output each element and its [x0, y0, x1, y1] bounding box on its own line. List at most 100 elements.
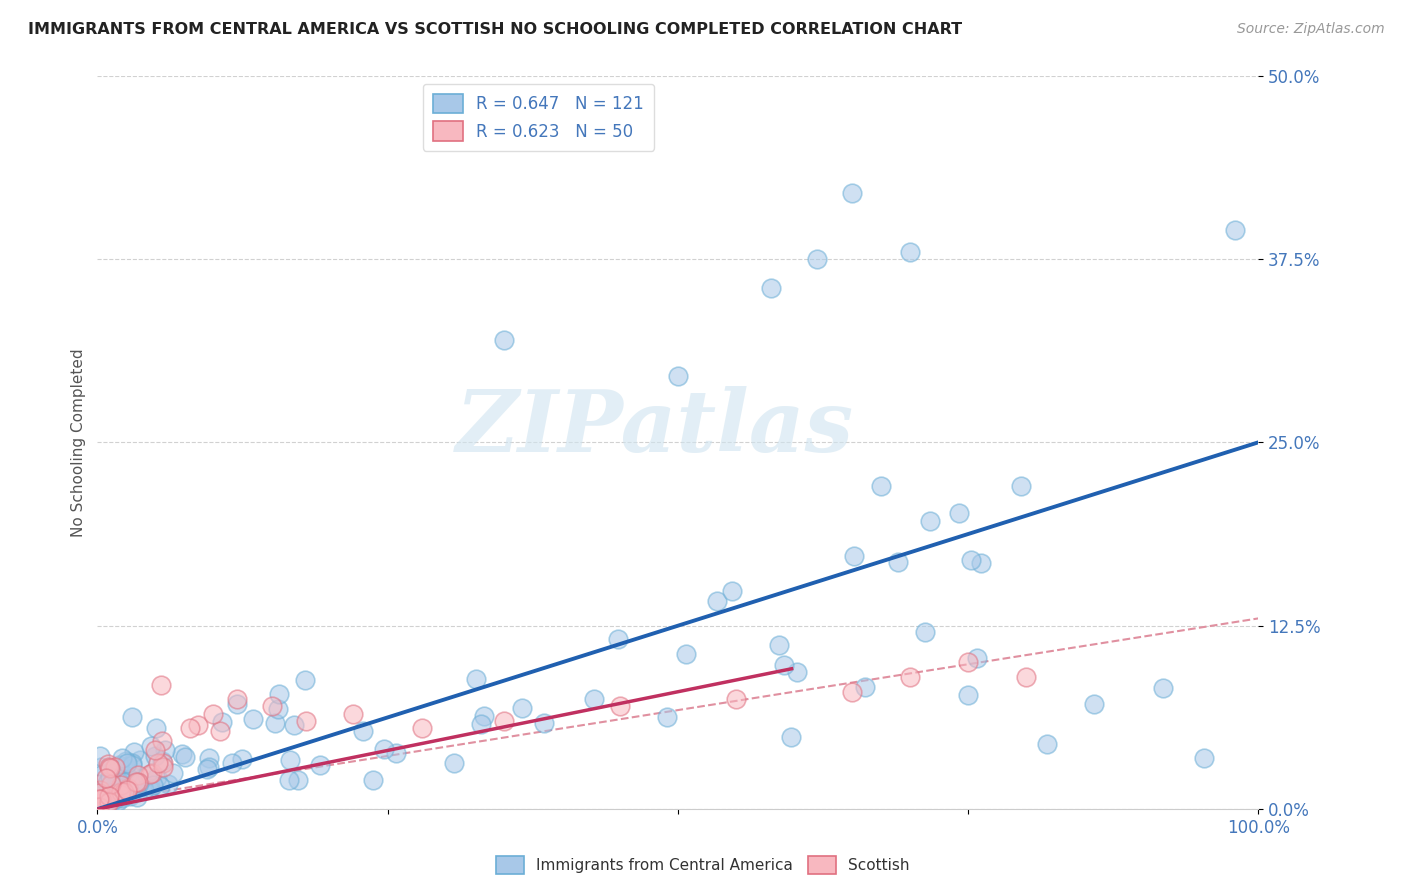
Point — [89, 748, 111, 763]
Point — [127, 774, 149, 789]
Point — [242, 712, 264, 726]
Point — [706, 593, 728, 607]
Point — [112, 775, 135, 789]
Point — [127, 767, 149, 781]
Point — [150, 678, 173, 692]
Point — [1010, 479, 1032, 493]
Point — [117, 781, 139, 796]
Point — [1015, 670, 1038, 684]
Point — [101, 789, 124, 803]
Point — [666, 369, 689, 384]
Point — [98, 797, 121, 812]
Point — [155, 743, 177, 757]
Point — [606, 632, 628, 647]
Point — [97, 797, 120, 812]
Point — [89, 782, 111, 797]
Point — [87, 801, 110, 815]
Point — [295, 714, 318, 728]
Point — [121, 710, 143, 724]
Point — [470, 717, 492, 731]
Point — [1083, 698, 1105, 712]
Point — [957, 656, 980, 670]
Point — [768, 638, 790, 652]
Point — [510, 701, 533, 715]
Point — [115, 769, 138, 783]
Point — [97, 795, 120, 809]
Point — [887, 555, 910, 569]
Point — [87, 777, 110, 791]
Point — [89, 768, 111, 782]
Point — [115, 755, 138, 769]
Point — [231, 752, 253, 766]
Point — [195, 762, 218, 776]
Point — [110, 785, 132, 799]
Point — [150, 754, 173, 768]
Point — [443, 756, 465, 771]
Point — [104, 765, 127, 780]
Point — [124, 745, 146, 759]
Point — [108, 787, 131, 801]
Legend: R = 0.647   N = 121, R = 0.623   N = 50: R = 0.647 N = 121, R = 0.623 N = 50 — [423, 84, 654, 151]
Point — [918, 514, 941, 528]
Point — [112, 786, 135, 800]
Point — [278, 772, 301, 787]
Point — [118, 782, 141, 797]
Point — [152, 756, 174, 770]
Point — [108, 774, 131, 789]
Point — [94, 790, 117, 805]
Point — [114, 760, 136, 774]
Point — [87, 800, 110, 814]
Point — [139, 781, 162, 796]
Point — [97, 794, 120, 808]
Point — [101, 762, 124, 776]
Point — [145, 721, 167, 735]
Point — [759, 281, 782, 295]
Point — [121, 757, 143, 772]
Point — [492, 333, 515, 347]
Point — [89, 792, 111, 806]
Point — [90, 784, 112, 798]
Text: IMMIGRANTS FROM CENTRAL AMERICA VS SCOTTISH NO SCHOOLING COMPLETED CORRELATION C: IMMIGRANTS FROM CENTRAL AMERICA VS SCOTT… — [28, 22, 962, 37]
Point — [779, 731, 801, 745]
Point — [267, 702, 290, 716]
Point — [118, 789, 141, 803]
Point — [97, 757, 120, 772]
Point — [146, 756, 169, 771]
Point — [609, 699, 631, 714]
Point — [948, 506, 970, 520]
Point — [225, 692, 247, 706]
Point — [724, 692, 747, 706]
Point — [198, 750, 221, 764]
Point — [146, 770, 169, 784]
Point — [107, 795, 129, 809]
Point — [143, 748, 166, 763]
Point — [202, 706, 225, 721]
Point — [853, 681, 876, 695]
Point — [411, 722, 433, 736]
Point — [121, 756, 143, 771]
Point — [914, 625, 936, 640]
Point — [114, 780, 136, 794]
Point — [97, 789, 120, 803]
Point — [156, 777, 179, 791]
Point — [139, 739, 162, 754]
Point — [308, 757, 330, 772]
Point — [898, 670, 921, 684]
Point — [174, 750, 197, 764]
Point — [103, 792, 125, 806]
Point — [582, 692, 605, 706]
Point — [472, 709, 495, 723]
Point — [841, 186, 863, 200]
Point — [118, 784, 141, 798]
Point — [957, 688, 980, 702]
Point — [786, 665, 808, 679]
Point — [373, 741, 395, 756]
Point — [898, 244, 921, 259]
Point — [352, 724, 374, 739]
Point — [93, 786, 115, 800]
Point — [269, 687, 291, 701]
Point — [1036, 737, 1059, 751]
Point — [533, 716, 555, 731]
Point — [211, 714, 233, 729]
Point — [90, 760, 112, 774]
